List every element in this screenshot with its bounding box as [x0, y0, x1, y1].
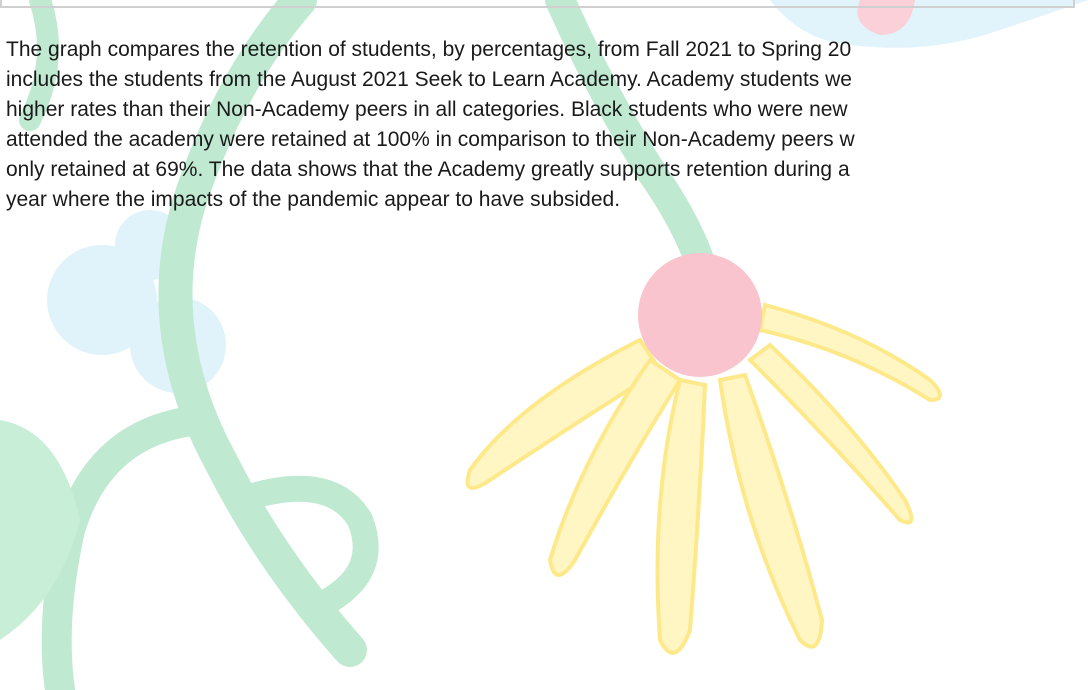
text-line: year where the impacts of the pandemic a…	[6, 185, 1088, 215]
text-line: includes the students from the August 20…	[6, 65, 1088, 95]
frame-border	[0, 0, 1075, 8]
pink-circle	[638, 253, 762, 377]
paragraph: The graph compares the retention of stud…	[6, 35, 1088, 215]
text-line: only retained at 69%. The data shows tha…	[6, 155, 1088, 185]
text-line: attended the academy were retained at 10…	[6, 125, 1088, 155]
text-line: higher rates than their Non-Academy peer…	[6, 95, 1088, 125]
text-line: The graph compares the retention of stud…	[6, 35, 1088, 65]
page: {"paragraph": {"lines": [ "The graph com…	[0, 0, 1088, 690]
